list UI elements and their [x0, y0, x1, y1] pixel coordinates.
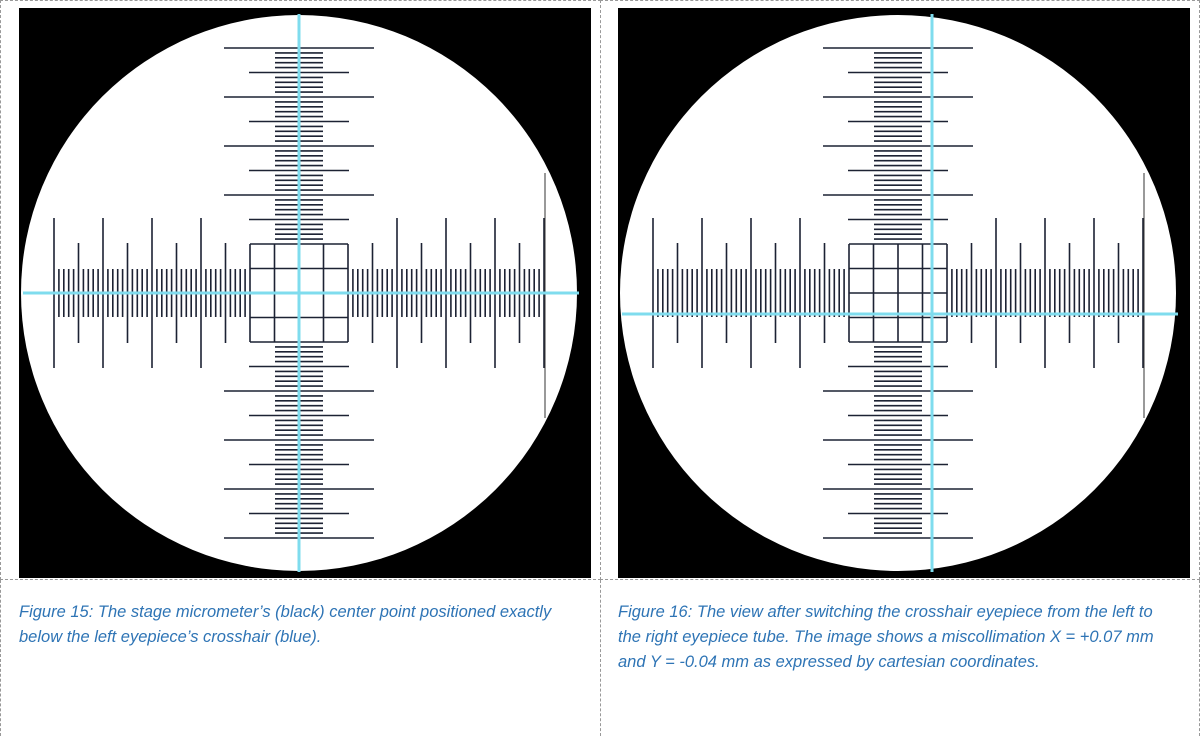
- figure-image: [19, 8, 591, 578]
- figure-caption: Figure 16: The view after switching the …: [618, 600, 1166, 675]
- caption-cell: Figure 16: The view after switching the …: [600, 580, 1200, 736]
- figure-cell: [0, 0, 601, 580]
- figure-cell: [600, 0, 1200, 580]
- caption-cell: Figure 15: The stage micrometer’s (black…: [0, 580, 601, 736]
- page: Figure 15: The stage micrometer’s (black…: [0, 0, 1201, 736]
- figure-image: [618, 8, 1190, 578]
- figure-caption: Figure 15: The stage micrometer’s (black…: [19, 600, 567, 650]
